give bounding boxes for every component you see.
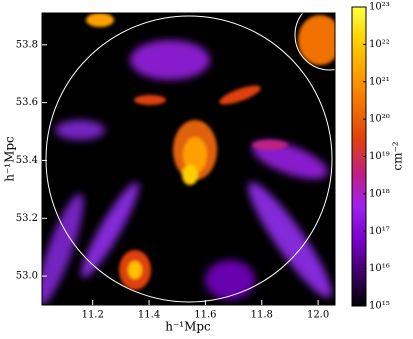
colorbar-tick-label: 10¹⁵ [369,301,390,312]
y-axis-label: h⁻¹Mpc [3,136,17,182]
colorbar-tick-label: 10¹⁷ [369,226,390,237]
y-tick-label: 53.8 [16,39,38,50]
x-tick-label: 11.6 [194,310,216,321]
y-tick-label: 53.2 [16,213,38,224]
x-tick-label: 11.4 [138,310,160,321]
x-tick-label: 11.8 [251,310,273,321]
x-tick-label: 11.2 [82,310,104,321]
y-tick-label: 53.4 [16,155,38,166]
y-tick-label: 53.0 [16,271,38,282]
colorbar-tick-label: 10²¹ [369,76,390,87]
halo-circle [294,13,335,71]
x-tick-label: 12.0 [307,310,329,321]
colorbar-tick-label: 10¹⁸ [369,188,390,199]
colorbar-tick-label: 10²³ [369,2,390,13]
density-field [42,13,335,305]
colorbar-tick-label: 10¹⁹ [369,151,390,162]
colorbar-tick-label: 10²⁰ [369,114,390,125]
x-axis-label: h⁻¹Mpc [165,320,211,334]
plot-frame [41,12,336,306]
colorbar-tick-label: 10²² [369,39,390,50]
virial-circle [45,15,333,303]
y-tick-label: 53.6 [16,97,38,108]
colorbar-label: cm⁻² [391,141,405,170]
colorbar-tick-label: 10¹⁶ [369,263,390,274]
